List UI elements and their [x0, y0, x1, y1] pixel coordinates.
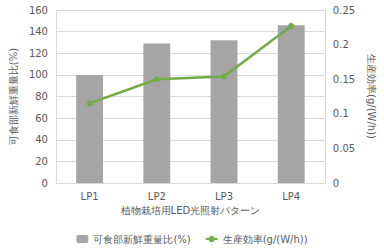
svg-text:LP3: LP3 — [215, 191, 233, 202]
svg-text:120: 120 — [29, 48, 48, 59]
svg-text:60: 60 — [35, 113, 48, 124]
svg-text:0.2: 0.2 — [333, 39, 349, 50]
svg-text:0.25: 0.25 — [333, 5, 355, 16]
svg-text:140: 140 — [29, 26, 48, 37]
svg-text:20: 20 — [35, 156, 48, 167]
svg-text:100: 100 — [29, 69, 48, 80]
svg-text:LP1: LP1 — [81, 191, 99, 202]
svg-text:可食部新鮮重量比(%): 可食部新鮮重量比(%) — [8, 48, 19, 145]
svg-text:0.1: 0.1 — [333, 108, 349, 119]
svg-text:可食部新鮮重量比(%): 可食部新鮮重量比(%) — [93, 234, 190, 245]
svg-text:生産効率(g/(W/h)): 生産効率(g/(W/h)) — [223, 234, 308, 245]
svg-text:生産効率(g/(W/h)): 生産効率(g/(W/h)) — [366, 54, 377, 139]
svg-text:LP2: LP2 — [148, 191, 166, 202]
svg-text:160: 160 — [29, 5, 48, 16]
svg-text:0.05: 0.05 — [333, 143, 355, 154]
svg-text:0.15: 0.15 — [333, 74, 355, 85]
svg-text:80: 80 — [35, 91, 48, 102]
svg-text:40: 40 — [35, 134, 48, 145]
svg-text:LP4: LP4 — [282, 191, 300, 202]
svg-text:0: 0 — [333, 178, 339, 189]
svg-text:植物栽培用LED光照射パターン: 植物栽培用LED光照射パターン — [121, 205, 261, 216]
svg-text:0: 0 — [42, 178, 48, 189]
